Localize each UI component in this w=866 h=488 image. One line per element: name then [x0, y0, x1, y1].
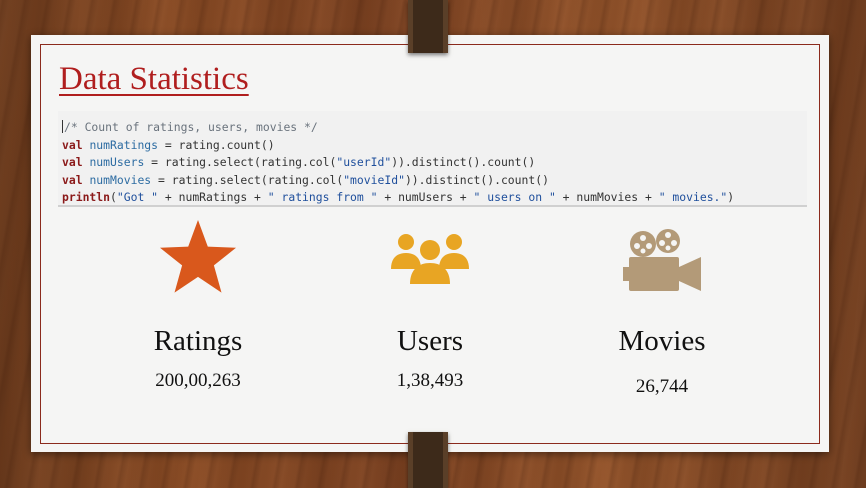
ratings-value: 200,00,263: [155, 370, 241, 391]
movies-stat: Movies 26,744: [592, 325, 732, 398]
bottom-clip: [408, 432, 448, 488]
code-line-5: println("Got " + numRatings + " ratings …: [62, 190, 735, 205]
slide-card: Data Statistics /* Count of ratings, use…: [31, 35, 829, 452]
ratings-label: Ratings: [153, 325, 243, 357]
slide-title: Data Statistics: [59, 61, 249, 97]
users-stat: Users 1,38,493: [360, 325, 500, 392]
code-block: /* Count of ratings, users, movies */ val…: [58, 111, 807, 207]
users-value: 1,38,493: [396, 370, 464, 391]
top-clip: [408, 0, 448, 53]
users-label: Users: [396, 325, 464, 357]
users-icon: [391, 234, 469, 284]
movies-value: 26,744: [635, 376, 689, 397]
code-line-2: val numRatings = rating.count(): [62, 137, 275, 152]
star-icon: [160, 220, 236, 293]
code-line-4: val numMovies = rating.select(rating.col…: [62, 172, 549, 187]
movies-label: Movies: [618, 325, 706, 357]
ratings-stat: Ratings 200,00,263: [128, 325, 268, 392]
code-line-3: val numUsers = rating.select(rating.col(…: [62, 155, 536, 170]
movie-camera-icon: [623, 229, 701, 291]
text-cursor: [62, 120, 63, 133]
code-line-1: /* Count of ratings, users, movies */: [62, 120, 318, 134]
